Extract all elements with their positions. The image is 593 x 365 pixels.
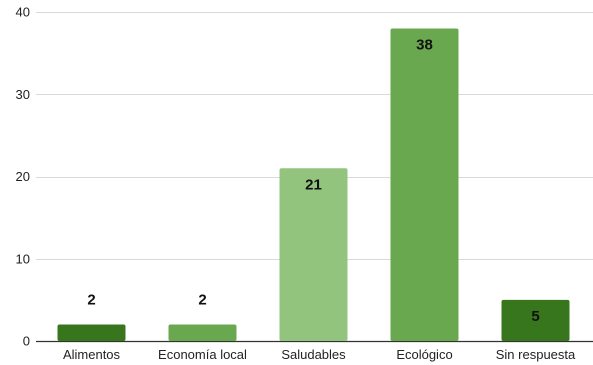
- y-axis-tick-labels: 0 10 20 30 40: [16, 5, 30, 349]
- bar: [279, 168, 348, 341]
- x-tick-label: Economía local: [158, 347, 247, 362]
- x-tick-label: Sin respuesta: [496, 347, 576, 362]
- x-axis-tick-labels: Alimentos Economía local Saludables Ecológi…: [63, 347, 576, 362]
- data-labels: 2 2 21 38 5: [87, 36, 539, 324]
- y-tick-label: 10: [16, 251, 30, 266]
- bar: [390, 28, 459, 341]
- data-label: 21: [305, 176, 322, 193]
- data-label: 2: [87, 292, 95, 309]
- y-tick-label: 20: [16, 169, 30, 184]
- y-tick-label: 40: [16, 5, 30, 20]
- bar: [501, 299, 570, 341]
- y-tick-label: 30: [16, 87, 30, 102]
- x-tick-label: Ecológico: [396, 347, 452, 362]
- data-label: 2: [198, 292, 206, 309]
- bar: [168, 324, 237, 341]
- y-tick-label: 0: [23, 334, 30, 349]
- x-tick-label: Saludables: [281, 347, 346, 362]
- bars: [57, 28, 570, 341]
- data-label: 5: [531, 308, 539, 325]
- x-tick-label: Alimentos: [63, 347, 121, 362]
- data-label: 38: [416, 36, 433, 53]
- bar: [57, 324, 126, 341]
